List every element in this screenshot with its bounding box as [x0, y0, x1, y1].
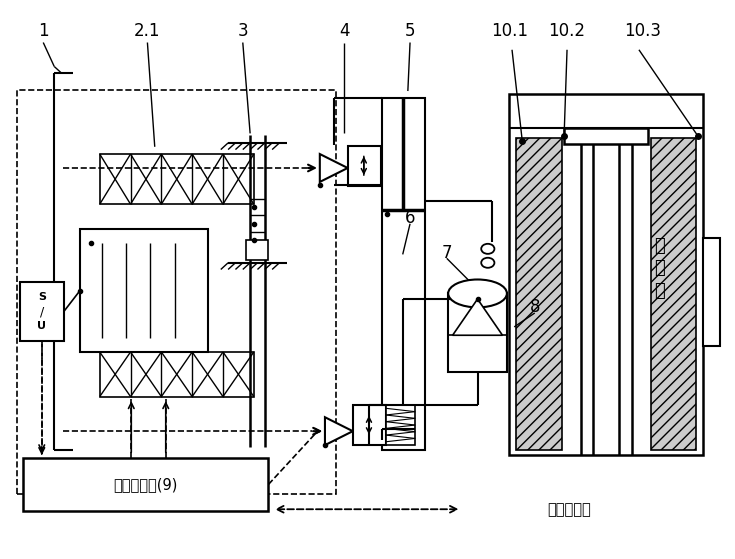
Bar	[23, 458, 268, 511]
Text: 10.2: 10.2	[548, 22, 586, 40]
Bar	[100, 154, 254, 204]
Polygon shape	[320, 154, 348, 182]
Text: 制动控制器(9): 制动控制器(9)	[113, 477, 178, 492]
Text: S: S	[37, 292, 46, 302]
Text: 2.1: 2.1	[135, 22, 161, 40]
Bar	[348, 146, 381, 186]
Bar	[20, 282, 64, 341]
Bar	[517, 139, 562, 449]
Bar	[100, 352, 254, 396]
Polygon shape	[325, 417, 353, 445]
Ellipse shape	[448, 280, 507, 307]
Text: 其他控制器: 其他控制器	[548, 502, 591, 517]
Bar	[246, 240, 268, 260]
Text: 8: 8	[529, 299, 540, 316]
Text: 5: 5	[405, 22, 415, 40]
Polygon shape	[453, 299, 503, 335]
Bar	[650, 139, 696, 449]
Text: 动: 动	[654, 259, 665, 277]
Text: 4: 4	[339, 22, 349, 40]
Bar	[353, 405, 386, 445]
Text: /: /	[40, 305, 44, 318]
Bar	[386, 405, 415, 445]
Text: 3: 3	[237, 22, 248, 40]
Text: U: U	[37, 321, 46, 331]
Text: 制: 制	[654, 237, 665, 255]
Bar	[381, 146, 410, 186]
Text: 7: 7	[442, 244, 452, 262]
Text: 盘: 盘	[654, 282, 665, 300]
Bar	[17, 90, 336, 494]
Bar	[509, 94, 703, 455]
Text: 1: 1	[38, 22, 49, 40]
Bar	[80, 229, 208, 352]
Bar	[564, 129, 648, 144]
Text: 10.3: 10.3	[624, 22, 661, 40]
Bar	[382, 98, 425, 449]
Bar	[448, 293, 507, 372]
Bar	[703, 238, 720, 347]
Text: 10.1: 10.1	[491, 22, 528, 40]
Text: 6: 6	[405, 209, 415, 227]
